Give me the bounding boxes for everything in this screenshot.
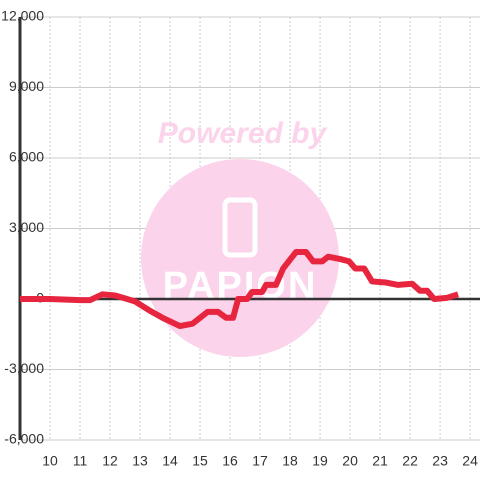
watermark: Powered by PAPION	[141, 117, 339, 357]
x-tick-label: 14	[162, 453, 178, 469]
watermark-circle	[141, 159, 339, 357]
y-tick-label: 12,000	[1, 8, 44, 24]
watermark-icon	[222, 197, 258, 258]
x-tick-label: 12	[102, 453, 118, 469]
x-tick-label: 18	[282, 453, 298, 469]
y-tick-label: -6,000	[4, 431, 44, 447]
x-tick-label: 13	[132, 453, 148, 469]
x-tick-label: 22	[402, 453, 418, 469]
y-tick-label: 9,000	[9, 78, 44, 94]
data-line	[20, 249, 460, 330]
x-tick-label: 15	[192, 453, 208, 469]
grid	[20, 16, 480, 441]
y-tick-label: -3,000	[4, 360, 44, 376]
x-tick-label: 23	[432, 453, 448, 469]
x-tick-label: 20	[342, 453, 358, 469]
watermark-top: Powered by	[158, 117, 328, 150]
x-tick-label: 21	[372, 453, 388, 469]
x-tick-label: 10	[42, 453, 58, 469]
y-tick-label: 6,000	[9, 149, 44, 165]
x-tick-label: 17	[252, 453, 268, 469]
y-tick-label: 3,000	[9, 219, 44, 235]
x-tick-label: 19	[312, 453, 328, 469]
x-tick-label: 11	[73, 453, 88, 469]
x-tick-label: 16	[222, 453, 238, 469]
x-tick-label: 24	[462, 453, 478, 469]
